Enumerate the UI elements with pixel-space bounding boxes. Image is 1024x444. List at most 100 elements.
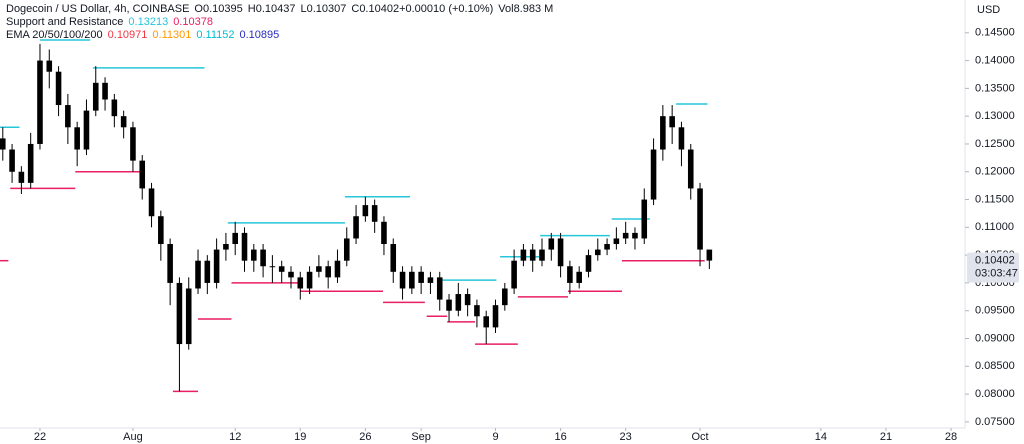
y-tick-label: 0.09500	[975, 305, 1015, 317]
candle-body	[409, 271, 415, 289]
ohlc-label: C	[351, 3, 359, 15]
candle-body	[548, 238, 555, 250]
candle-body	[687, 149, 694, 189]
candle-body	[92, 82, 99, 111]
candle-body	[390, 244, 397, 272]
ohlc-value: 0.10307	[307, 3, 347, 15]
candle-body	[251, 249, 257, 261]
ohlc-label: H	[248, 3, 256, 15]
title-line: Dogecoin / US Dollar, 4h, COINBASE O0.103…	[6, 3, 553, 15]
candle-body	[678, 127, 685, 150]
countdown: 03:03:47	[975, 267, 1018, 279]
indicator-value: 0.13213	[128, 16, 168, 28]
candle-body	[343, 238, 350, 261]
candle-body	[613, 238, 620, 245]
candle-body	[27, 143, 34, 183]
y-tick-label: 0.07500	[975, 416, 1015, 428]
candle-body	[269, 266, 276, 268]
candle-body	[660, 116, 666, 150]
candle-body	[539, 249, 545, 261]
x-tick-label: 19	[294, 431, 306, 443]
x-tick-label: 9	[492, 431, 498, 443]
ohlc-value: 0.10395	[203, 3, 243, 15]
candle-body	[195, 260, 201, 289]
indicator-value: 0.10971	[108, 29, 148, 41]
ohlc-label: O	[194, 3, 203, 15]
x-tick-label: 22	[34, 431, 46, 443]
candle-body	[278, 266, 285, 272]
candle-body	[381, 221, 387, 245]
x-tick-label: 26	[359, 431, 371, 443]
candle-body	[697, 188, 703, 250]
overlay: 0.075000.080000.085000.090000.095000.100…	[6, 3, 1019, 443]
x-tick-label: 16	[554, 431, 566, 443]
candle-body	[204, 260, 211, 283]
candle-body	[185, 288, 192, 345]
candle-body	[74, 127, 80, 150]
candle-body	[316, 266, 322, 272]
x-tick-label: 21	[880, 431, 892, 443]
indicator-name: Support and Resistance	[6, 16, 123, 28]
candle-body	[83, 110, 90, 150]
candle-body	[446, 299, 452, 311]
candle-body	[492, 305, 499, 328]
candle-body	[567, 266, 573, 283]
ohlc-label: L	[300, 3, 306, 15]
ohlc-value: 8.983 M	[514, 3, 554, 15]
candle-body	[241, 232, 248, 261]
indicator-value: 0.10895	[240, 29, 280, 41]
candle-body	[585, 255, 592, 272]
y-tick-label: 0.08500	[975, 360, 1015, 372]
y-tick-label: 0.13500	[975, 82, 1015, 94]
y-tick-label: 0.14500	[975, 27, 1015, 39]
candle-body	[576, 271, 582, 283]
candle-body	[641, 199, 648, 239]
candle-body	[622, 232, 629, 239]
ohlc-value: +0.00010 (+0.10%)	[399, 3, 493, 15]
candle-body	[436, 277, 443, 300]
candle-body	[102, 82, 108, 100]
candle-body	[130, 127, 136, 161]
candle-body	[288, 271, 294, 278]
x-tick-label: 12	[229, 431, 241, 443]
candle-body	[334, 260, 341, 278]
candle-body	[594, 249, 601, 256]
candle-body	[158, 216, 164, 245]
candle-body	[232, 232, 238, 245]
indicator-legend: Support and Resistance 0.13213 0.10378	[6, 16, 213, 28]
candle-body	[297, 277, 304, 289]
candle-body	[632, 232, 638, 239]
ohlc-value: 0.10402	[359, 3, 399, 15]
ohlc-value: 0.10437	[256, 3, 296, 15]
candle-body	[213, 249, 220, 283]
candle-body	[502, 288, 508, 306]
x-tick-label: 23	[620, 431, 632, 443]
candle-body	[260, 249, 266, 267]
candle-body	[557, 238, 564, 267]
candle-body	[520, 249, 527, 261]
chart-title: Dogecoin / US Dollar, 4h, COINBASE	[6, 3, 189, 15]
candle-body	[669, 116, 675, 128]
candle-body	[120, 116, 127, 128]
candle-body	[706, 249, 713, 261]
candle-body	[55, 71, 62, 106]
y-tick-label: 0.12000	[975, 166, 1015, 178]
x-tick-label: 28	[945, 431, 957, 443]
ohlc-label: Vol	[498, 3, 513, 15]
indicator-value: 0.11152	[196, 29, 234, 41]
candle-body	[353, 216, 359, 239]
candle-body	[18, 171, 25, 183]
candle-body	[511, 260, 517, 289]
candle-body	[529, 249, 536, 261]
candle-body	[604, 244, 610, 250]
indicator-name: EMA 20/50/100/200	[6, 29, 103, 41]
x-tick-label: Sep	[411, 431, 431, 443]
candle-body	[46, 60, 53, 72]
candle-body	[483, 316, 490, 328]
indicator-value: 0.11301	[152, 29, 191, 41]
candle-body	[176, 282, 183, 345]
x-tick-label: Aug	[123, 431, 143, 443]
candle-body	[418, 271, 424, 283]
candle-body	[0, 138, 6, 150]
